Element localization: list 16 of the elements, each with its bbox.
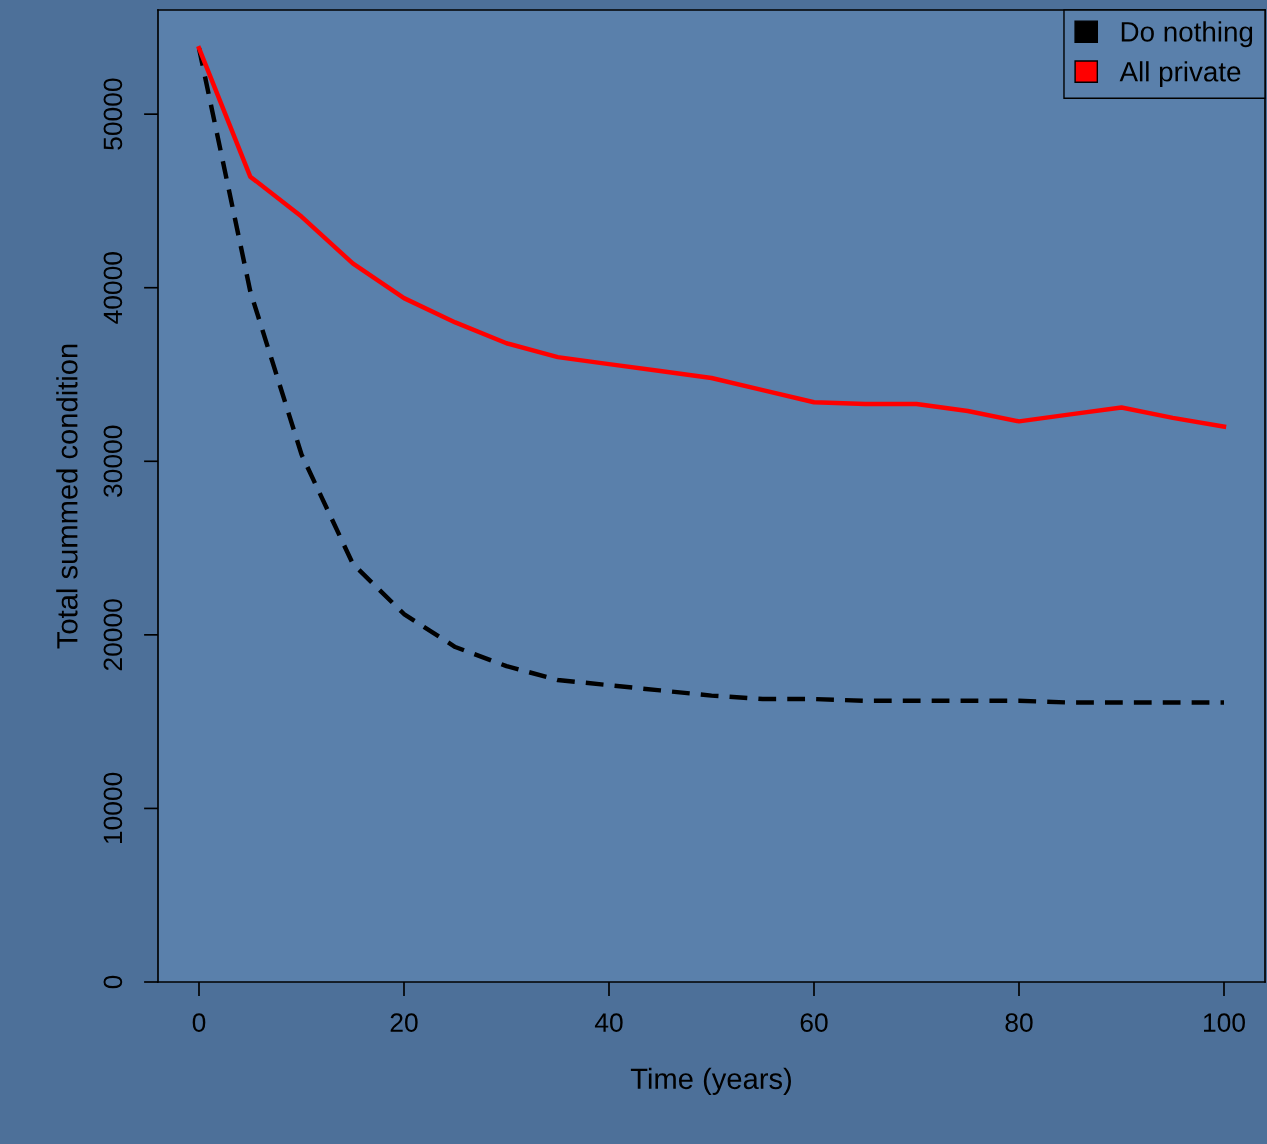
x-tick-label: 80: [1005, 1013, 1033, 1032]
y-tick-label: 40000: [103, 252, 123, 324]
x-tick-label: 20: [390, 1013, 418, 1032]
y-tick-label: 30000: [103, 425, 123, 497]
x-tick-label: 0: [192, 1013, 206, 1032]
x-tick-label: 40: [594, 1013, 623, 1032]
y-tick-label: 0: [103, 975, 123, 989]
x-tick-label: 100: [1204, 1013, 1245, 1032]
y-axis-title: Total summed condition: [56, 344, 78, 649]
legend-label: All private: [1119, 61, 1241, 88]
y-tick-label: 20000: [103, 599, 123, 671]
x-axis-title: Time (years): [630, 1067, 791, 1095]
x-tick-label: 60: [800, 1013, 828, 1032]
y-tick-label: 50000: [103, 78, 123, 150]
y-tick-label: 10000: [103, 772, 123, 844]
legend-label: Do nothing: [1121, 21, 1253, 48]
